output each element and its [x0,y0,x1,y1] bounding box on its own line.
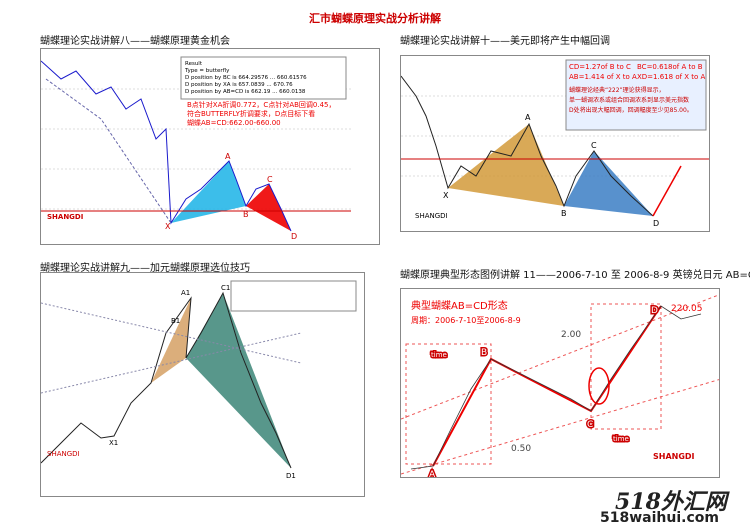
period: 周期：2006-7-10至2006-8-9 [411,316,521,325]
result-text: Result [185,61,203,67]
point-label: D [291,232,297,241]
point-label: D1 [286,472,296,480]
caption: 蝴蝶原理典型形态图例讲解 11——2006-7-10 至 2006-8-9 英镑… [400,270,750,281]
point-label: X [443,191,449,200]
page-title: 汇市蝴蝶原理实战分析讲解 [309,12,441,25]
heading: 典型蝴蝶AB=CD形态 [411,299,508,312]
result-text: D position by XA is 657.0839 ... 670.76 [185,82,293,88]
signature: SHANGDI [415,212,448,220]
point-label: C [267,175,273,184]
result-text: D position by AB=CD is 662.19 ... 660.01… [185,89,306,95]
box-text: BC=0.618of A to B [637,63,703,71]
watermark: 518waihui.com [600,510,719,526]
chart-image: Result Type = butterfly D position by BC… [40,48,380,245]
point-label: D [653,219,659,228]
point-label: B [481,348,487,358]
point-label: A [225,152,231,161]
box-text: CD=1.27of B to C [569,63,631,71]
ratio: 0.50 [511,444,531,454]
time-label: time [613,435,629,443]
box-text: D处将出现大幅回调，回调幅度至少见85.00。 [569,106,693,114]
point-label: C [591,141,597,150]
signature: SHANGDI [47,450,80,458]
box-text: AB=1.414 of X to A [569,73,637,81]
note: 蝴蝶AB=CD:662.00-660.00 [187,118,281,127]
caption: 蝴蝶理论实战讲解九——加元蝴蝶原理选位技巧 [40,263,250,274]
point-label: D [651,306,658,316]
note: B点针对XA折调0.772，C点针对AB回调0.45， [187,100,336,109]
caption: 蝴蝶理论实战讲解八——蝴蝶原理黄金机会 [40,36,230,47]
point-label: A [525,113,531,122]
result-text: Type = butterfly [184,68,230,74]
signature: SHANGDI [47,213,83,221]
chart-image: CD=1.27of B to C BC=0.618of A to B AB=1.… [400,55,710,232]
caption: 蝴蝶理论实战讲解十——美元即将产生中幅回调 [400,36,610,47]
point-label: A1 [181,289,190,297]
chart-image: B1 X1 A1 C1 D1 SHANGDI [40,272,365,497]
note: 符合BUTTERFLY折调要求，D点目标下看 [187,109,315,118]
point-label: X1 [109,439,118,447]
box-text: 单一蝴调浓系或组合回调浓系到显示美元指数 [569,96,689,104]
result-text: D position by BC is 664.29576 ... 660.61… [185,75,307,81]
watermark: 518外汇网 [615,489,727,515]
point-label: B1 [171,317,180,325]
point-label: C [587,420,593,430]
point-label: B [243,210,249,219]
box-text: 蝴蝶理论经典“222”理论获得显示， [569,86,665,94]
point-label: A [429,470,436,478]
point-label: B [561,209,567,218]
point-label: X [165,222,171,231]
chart-image: 典型蝴蝶AB=CD形态 周期：2006-7-10至2006-8-9 2.00 0… [400,288,720,478]
signature: SHANGDI [653,452,695,461]
box-text: XD=1.618 of X to A [637,73,706,81]
time-label: time [431,351,447,359]
ratio: 2.00 [561,330,581,340]
price-label: 220.05 [671,304,703,314]
point-label: C1 [221,284,230,292]
